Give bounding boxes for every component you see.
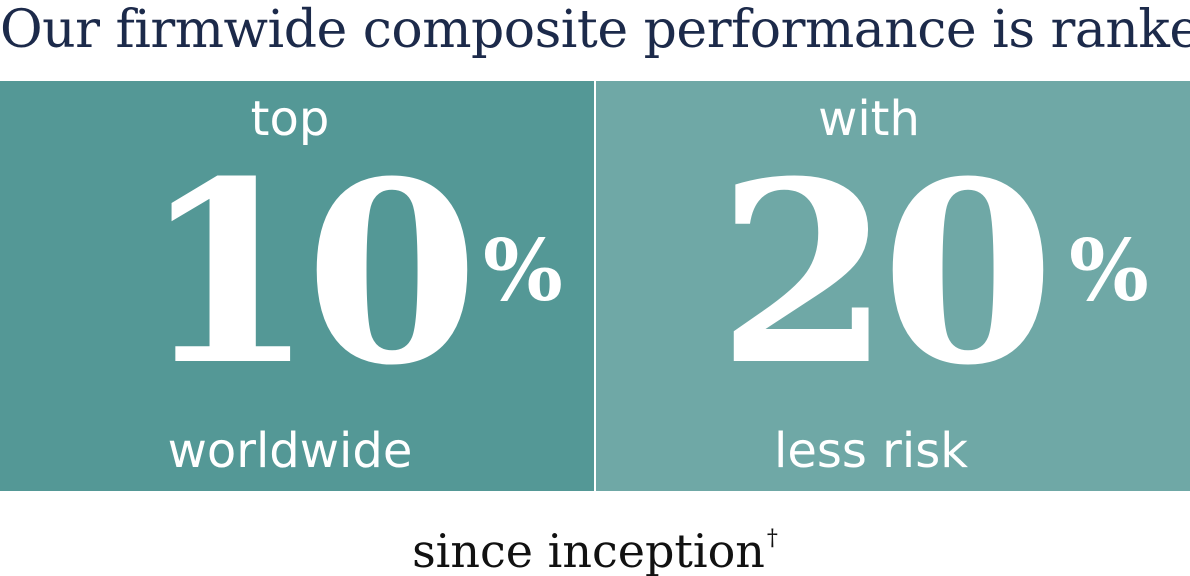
percent-sign-right: % — [1069, 221, 1149, 320]
stat-number-10: 10 — [141, 126, 479, 420]
percent-sign-left: % — [483, 221, 563, 320]
stat-panel-less-risk: with 20 % less risk — [596, 81, 1190, 491]
stat-prefix-with: with — [818, 91, 920, 147]
headline: Our firmwide composite performance is ra… — [0, 0, 1190, 60]
stat-suffix-worldwide: worldwide — [167, 423, 413, 479]
stat-panel-worldwide: top 10 % worldwide — [0, 81, 594, 491]
footer-text: since inception — [412, 524, 765, 576]
footnote-mark: † — [766, 526, 778, 551]
stat-prefix-top: top — [250, 91, 330, 147]
stat-number-20: 20 — [717, 126, 1055, 420]
footer-caption: since inception† — [0, 504, 1190, 576]
stat-suffix-less-risk: less risk — [773, 423, 968, 479]
